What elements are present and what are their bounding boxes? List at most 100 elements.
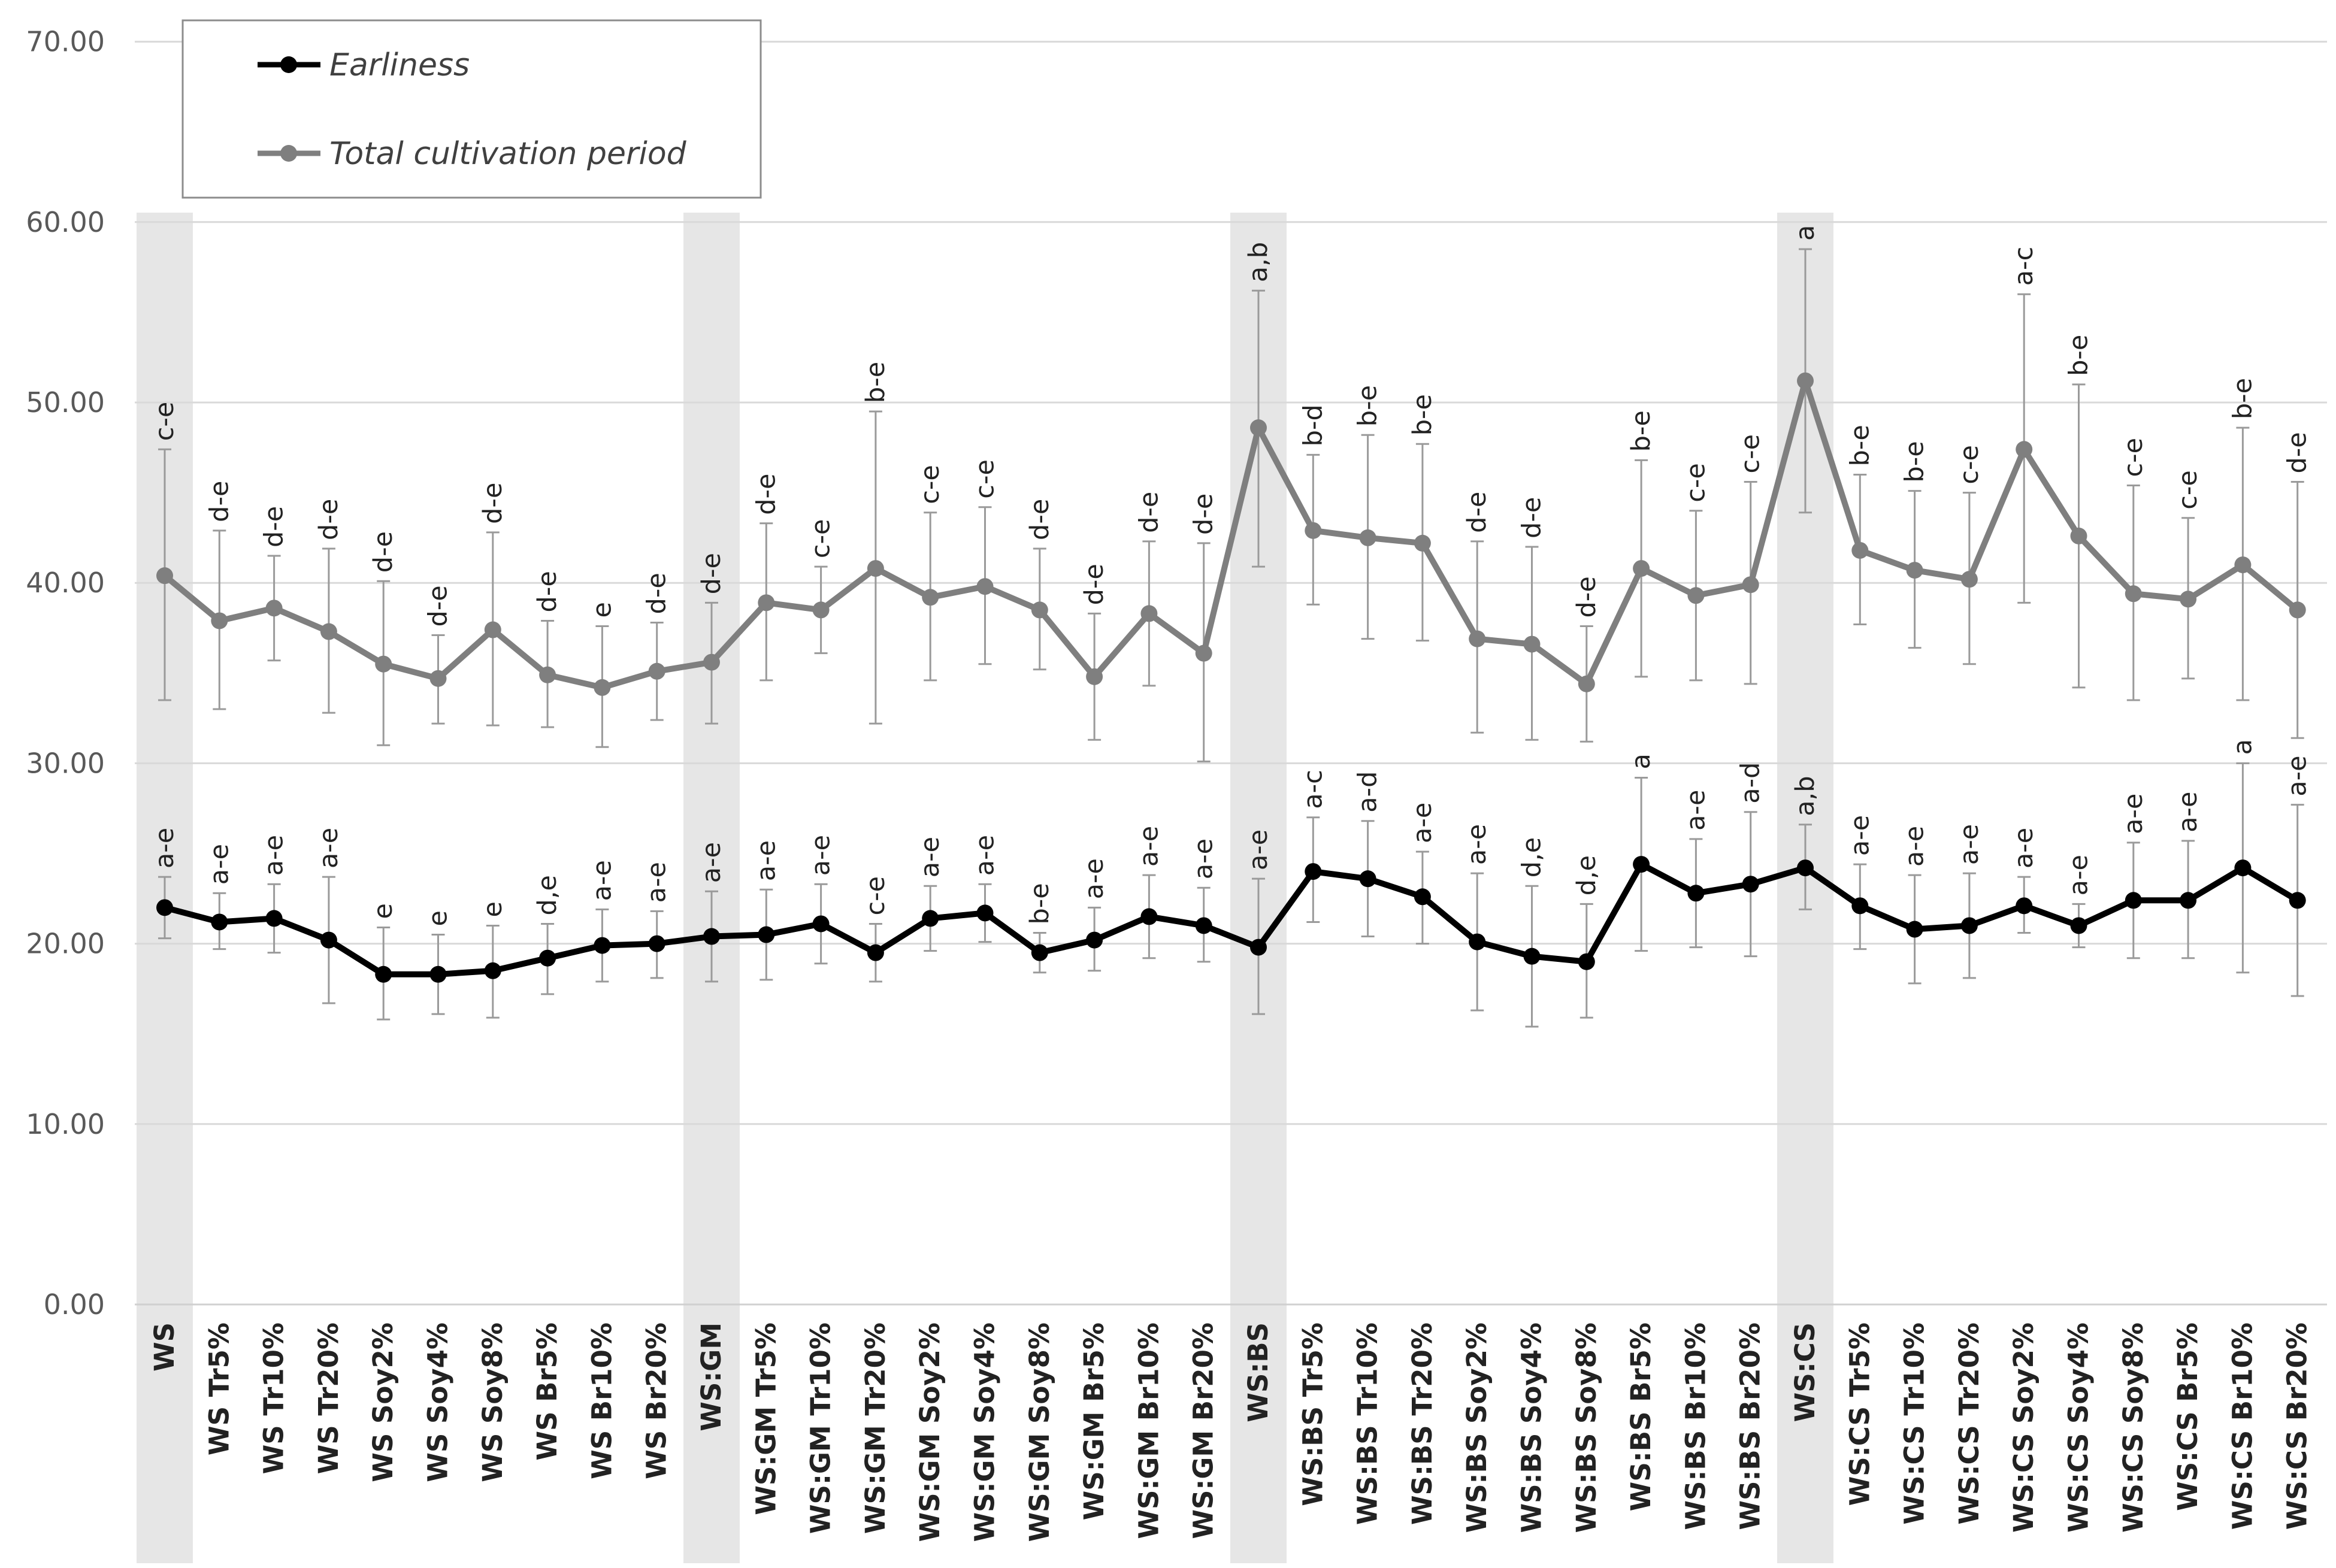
significance-label-total-cultivation-period: d-e — [204, 481, 234, 522]
point-earliness — [375, 965, 392, 983]
significance-label-total-cultivation-period: b-e — [1900, 441, 1930, 482]
significance-label-earliness: a-e — [2064, 855, 2094, 895]
point-earliness — [1140, 908, 1158, 925]
significance-label-total-cultivation-period: c-e — [970, 459, 1000, 499]
point-total-cultivation-period — [2289, 601, 2306, 619]
x-tick-label: WS:BS Br20% — [1735, 1322, 1766, 1530]
data-points — [156, 372, 2306, 983]
point-total-cultivation-period — [594, 679, 611, 696]
point-earliness — [1305, 863, 1322, 880]
significance-label-earliness: a-d — [1353, 771, 1383, 813]
significance-label-earliness: e — [368, 903, 398, 919]
x-tick-label: WS:GM Soy4% — [969, 1322, 1001, 1542]
point-earliness — [1523, 948, 1541, 965]
x-tick-label: WS:CS — [1789, 1322, 1821, 1422]
point-total-cultivation-period — [1633, 560, 1650, 577]
significance-label-earliness: a-e — [2119, 794, 2149, 834]
point-total-cultivation-period — [648, 662, 665, 680]
point-earliness — [1195, 917, 1212, 934]
point-total-cultivation-period — [1469, 630, 1486, 647]
legend: Earliness Total cultivation period — [181, 19, 762, 199]
significance-label-earliness: a — [2228, 739, 2258, 755]
significance-label-total-cultivation-period: d-e — [1572, 576, 1602, 617]
point-earliness — [812, 915, 830, 933]
x-tick-label: WS:GM Br5% — [1078, 1322, 1110, 1520]
y-tick-label: 20.00 — [26, 928, 105, 960]
significance-label-total-cultivation-period: d-e — [1079, 564, 1109, 605]
significance-label-earliness: e — [423, 910, 453, 926]
point-total-cultivation-period — [1687, 587, 1705, 604]
x-tick-label: WS:CS Br20% — [2281, 1322, 2313, 1530]
x-axis-ticks: WS WS Tr5% WS Tr10% WS Tr20% WS Soy2% WS Soy4… — [149, 1322, 2313, 1542]
significance-label-total-cultivation-period: c-e — [150, 402, 180, 441]
significance-label-earliness: c-e — [861, 876, 891, 916]
x-tick-label: WS:BS — [1242, 1322, 1274, 1422]
x-tick-label: WS Soy8% — [477, 1322, 509, 1482]
significance-labels: a-e a-e a-e a-e e e e d,e a-e a-e a-e a-e a-e c-e a-e a… — [150, 225, 2313, 927]
point-total-cultivation-period — [1797, 372, 1814, 389]
significance-label-earliness: a — [1626, 753, 1656, 769]
x-tick-label: WS:CS Soy2% — [2008, 1322, 2040, 1533]
significance-label-total-cultivation-period: c-e — [806, 519, 836, 558]
significance-label-total-cultivation-period: a — [1790, 225, 1820, 241]
highlight-band-ws-gm — [683, 213, 740, 1563]
significance-label-earliness: a-e — [1189, 839, 1219, 879]
point-earliness — [1578, 953, 1595, 970]
significance-label-earliness: a-e — [1079, 858, 1109, 899]
point-total-cultivation-period — [1523, 635, 1541, 653]
point-earliness — [1469, 933, 1486, 951]
point-earliness — [1742, 876, 1759, 893]
significance-label-total-cultivation-period: d-e — [314, 499, 344, 540]
x-tick-label: WS Tr10% — [258, 1322, 290, 1474]
point-total-cultivation-period — [484, 621, 501, 638]
significance-label-earliness: a-e — [587, 860, 617, 901]
point-earliness — [156, 899, 173, 916]
x-tick-label: WS:BS Br10% — [1680, 1322, 1711, 1530]
y-tick-label: 30.00 — [26, 747, 105, 779]
line-earliness — [164, 861, 2299, 977]
point-earliness — [1633, 856, 1650, 873]
x-tick-label: WS:GM Br20% — [1188, 1322, 1220, 1539]
x-tick-label: WS:GM Soy2% — [914, 1322, 946, 1542]
y-tick-label: 50.00 — [26, 386, 105, 419]
point-earliness — [648, 935, 665, 952]
point-total-cultivation-period — [1359, 529, 1376, 546]
significance-label-total-cultivation-period: c-e — [1954, 445, 1984, 485]
x-tick-label: WS:GM Tr20% — [860, 1322, 891, 1534]
point-earliness — [922, 910, 939, 927]
point-earliness — [1851, 897, 1869, 915]
significance-label-earliness: a-e — [1462, 824, 1492, 865]
x-tick-label: WS:BS Br5% — [1625, 1322, 1657, 1511]
x-tick-label: WS:GM Tr5% — [750, 1322, 782, 1515]
y-tick-label: 60.00 — [26, 206, 105, 238]
point-earliness — [2016, 897, 2033, 915]
y-tick-label: 10.00 — [26, 1108, 105, 1140]
point-total-cultivation-period — [2125, 585, 2142, 603]
point-total-cultivation-period — [758, 594, 775, 612]
line-total-cultivation-period — [162, 377, 2299, 691]
significance-label-earliness: a-d — [1736, 762, 1766, 804]
significance-label-total-cultivation-period: d-e — [532, 571, 562, 612]
significance-label-earliness: a-e — [204, 844, 234, 885]
x-tick-label: WS:BS Soy4% — [1516, 1322, 1548, 1533]
significance-label-total-cultivation-period: d-e — [1517, 497, 1547, 538]
point-total-cultivation-period — [539, 666, 556, 683]
x-tick-label: WS:BS Tr5% — [1297, 1322, 1329, 1506]
x-tick-label: WS:CS Tr5% — [1844, 1322, 1875, 1506]
significance-label-earliness: a-e — [1954, 824, 1984, 865]
x-tick-label: WS Tr5% — [203, 1322, 235, 1455]
point-earliness — [1906, 921, 1923, 938]
point-earliness — [1687, 885, 1705, 902]
significance-label-earliness: a-e — [150, 828, 180, 868]
point-earliness — [539, 949, 556, 967]
y-tick-label: 40.00 — [26, 567, 105, 599]
x-tick-label: WS — [149, 1322, 180, 1372]
x-tick-label: WS Soy2% — [367, 1322, 399, 1482]
point-total-cultivation-period — [320, 623, 337, 640]
point-total-cultivation-period — [375, 655, 392, 673]
significance-label-total-cultivation-period: d-e — [642, 573, 672, 614]
y-axis-ticks: 0.00 10.00 20.00 30.00 40.00 50.00 60.00 70.00 — [26, 26, 105, 1321]
point-total-cultivation-period — [1578, 675, 1595, 692]
point-earliness — [1031, 944, 1048, 961]
significance-label-total-cultivation-period: d-e — [368, 531, 398, 573]
